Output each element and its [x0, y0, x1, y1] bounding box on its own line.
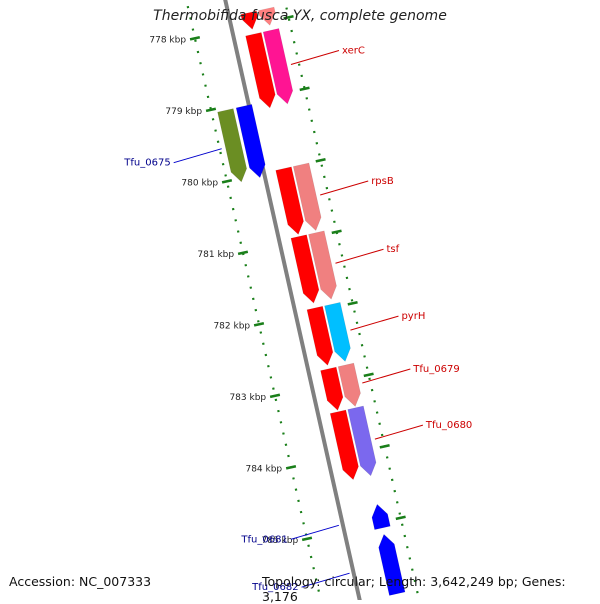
- tick-label: 783 kbp: [229, 393, 266, 403]
- major-tick: [253, 321, 265, 327]
- feature-Tfu_0675-gene: [217, 108, 247, 183]
- feature-xerC-cds: [245, 32, 276, 109]
- callout-line: [350, 315, 399, 331]
- major-tick: [285, 464, 297, 470]
- feature-Tfu_0682-cds: [378, 533, 406, 596]
- feature-Tfu_0679-gene: [337, 362, 361, 407]
- feature-label-Tfu_0675: Tfu_0675: [123, 158, 170, 169]
- feature-label-xerC: xerC: [342, 45, 365, 56]
- feature-rpsB-cds: [275, 166, 304, 235]
- callout-line: [335, 248, 384, 264]
- callout-line: [173, 148, 222, 164]
- outer-major-tick: [315, 157, 326, 163]
- feature-label-tsf: tsf: [386, 244, 399, 255]
- outer-major-tick: [379, 443, 390, 449]
- inner-scale-ring: [186, 5, 323, 604]
- feature-labels: xerC Tfu_0675 rpsB tsf pyrH Tfu_0679 Tfu_0680 T…: [123, 45, 472, 593]
- callout-line: [301, 572, 350, 588]
- outer-major-tick: [283, 14, 294, 20]
- tick-label: 778 kbp: [149, 36, 186, 46]
- feature-top-b: [258, 6, 276, 26]
- feature-label-pyrH: pyrH: [401, 311, 425, 322]
- feature-tsf-cds: [290, 234, 320, 304]
- genome-backbone: [223, 0, 363, 604]
- feature-Tfu_0680-gene: [347, 405, 377, 477]
- feature-label-Tfu_0682: Tfu_0682: [251, 582, 298, 593]
- major-tick: [237, 250, 249, 256]
- feature-label-Tfu_0681: Tfu_0681: [240, 534, 287, 545]
- major-tick: [301, 536, 313, 542]
- feature-tsf-gene: [308, 230, 337, 300]
- major-tick: [221, 178, 233, 184]
- feature-Tfu_0679-cds: [320, 366, 344, 411]
- feature-Tfu_0680-cds: [329, 409, 359, 481]
- callout-line: [320, 180, 369, 196]
- feature-label-Tfu_0680: Tfu_0680: [425, 420, 472, 431]
- tick-label: 784 kbp: [245, 465, 282, 475]
- feature-label-rpsB: rpsB: [371, 176, 394, 187]
- tick-label: 782 kbp: [213, 322, 250, 332]
- outer-major-tick: [395, 515, 406, 521]
- feature-Tfu_0675-cds: [235, 104, 266, 179]
- map-title: Thermobifida fusca YX, complete genome: [153, 8, 447, 24]
- outer-major-tick: [363, 372, 374, 378]
- callout-line: [374, 424, 424, 440]
- accession-label: Accession: NC_007333: [9, 574, 152, 589]
- feature-pyrH-gene: [324, 302, 351, 362]
- tick-label: 785 kbp: [261, 536, 298, 546]
- tick-label: 780 kbp: [181, 179, 218, 189]
- outer-major-tick: [331, 229, 342, 235]
- callout-line: [362, 368, 411, 384]
- feature-xerC-gene: [262, 28, 294, 105]
- feature-pyrH-cds: [306, 305, 334, 366]
- major-tick: [269, 393, 281, 399]
- outer-major-tick: [347, 300, 358, 306]
- callout-line: [290, 524, 339, 540]
- major-tick: [205, 107, 217, 113]
- feature-Tfu_0681-cds: [371, 503, 391, 531]
- feature-rpsB-gene: [292, 162, 322, 231]
- feature-tracks: [217, 0, 406, 604]
- feature-label-Tfu_0679: Tfu_0679: [412, 364, 459, 375]
- callout-line: [290, 49, 340, 65]
- tick-label: 781 kbp: [197, 250, 234, 260]
- feature-top-a: [240, 10, 258, 30]
- scale-ticks: 778 kbp 779 kbp 780 kbp 781 kbp 782 kbp 783 k…: [149, 0, 422, 604]
- major-tick: [189, 35, 201, 41]
- tick-label: 779 kbp: [165, 107, 202, 117]
- outer-major-tick: [299, 86, 310, 92]
